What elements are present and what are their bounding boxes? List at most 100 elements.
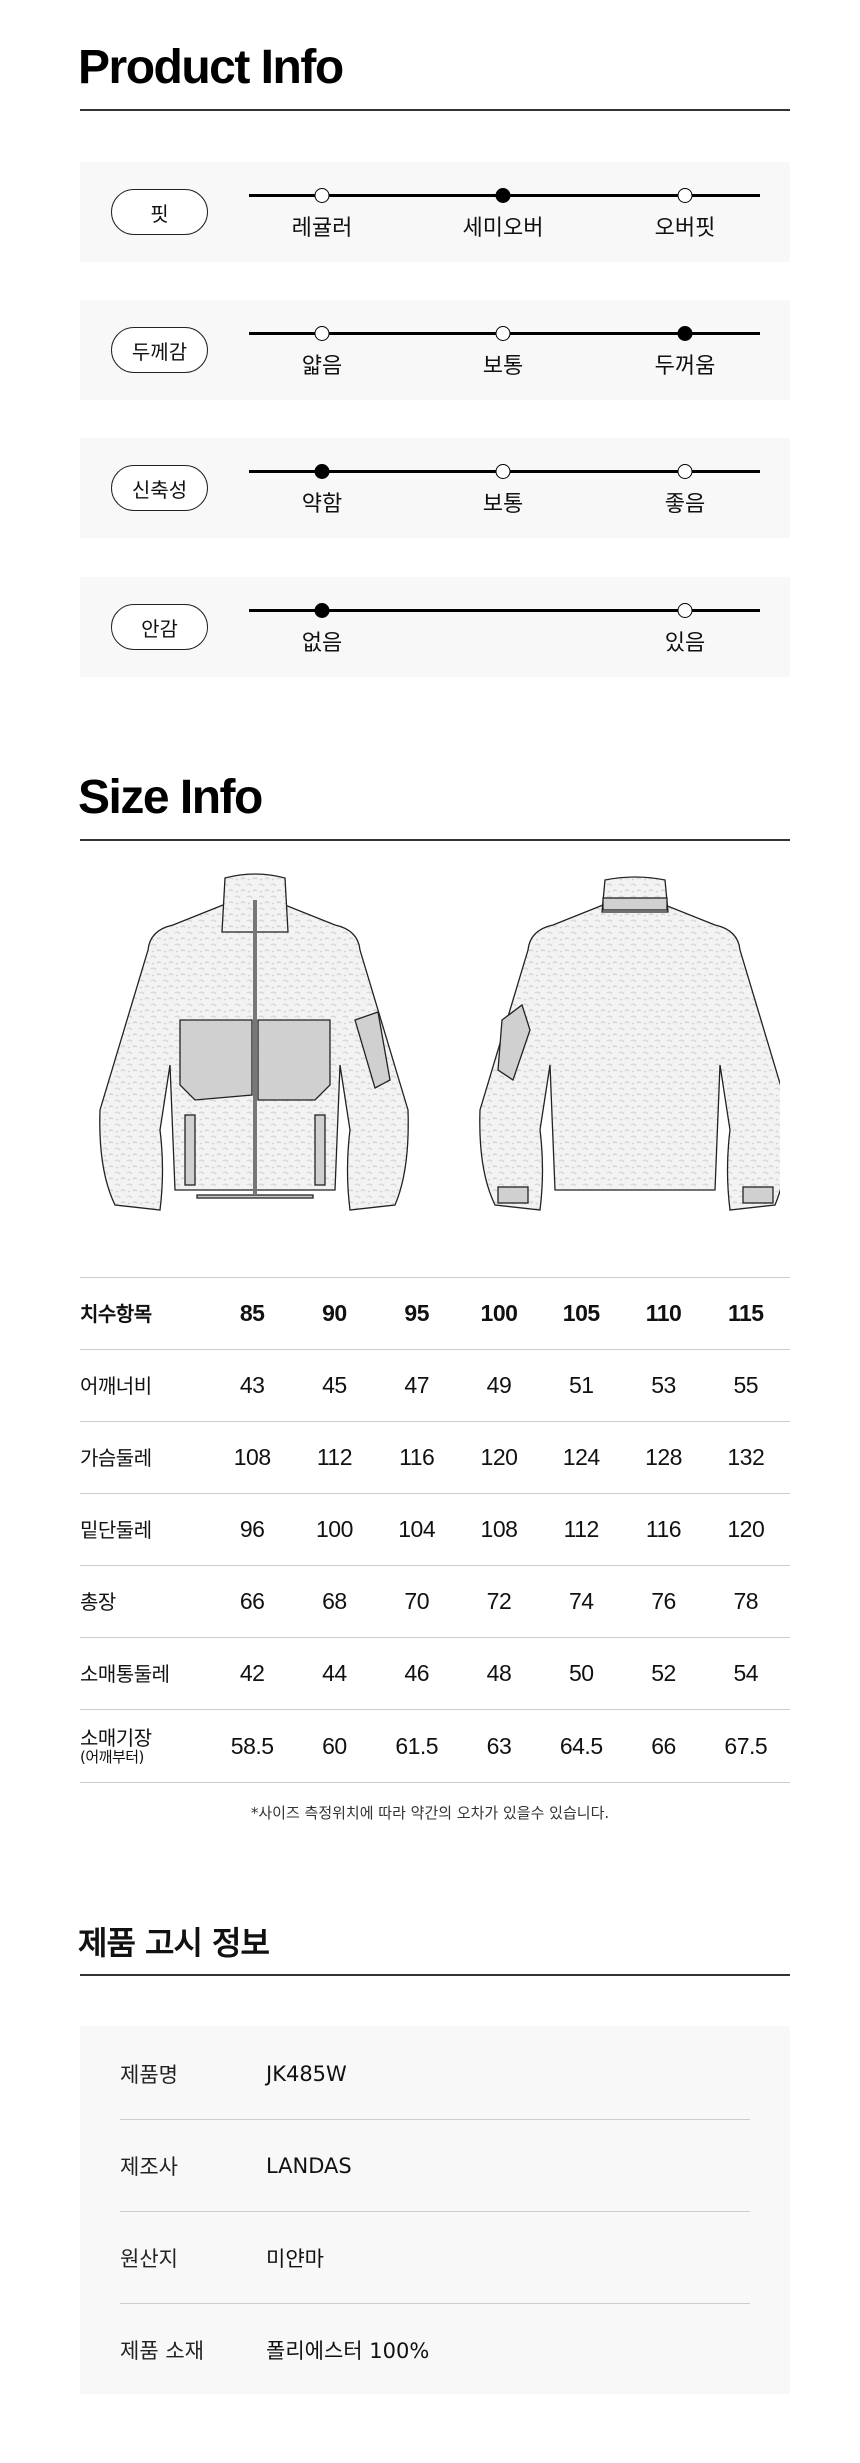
table-cell: 46 xyxy=(372,1637,461,1710)
table-cell: 128 xyxy=(625,1421,702,1494)
selected-dot-icon xyxy=(314,464,330,479)
selected-dot-icon xyxy=(314,603,330,618)
dot-icon xyxy=(314,326,330,341)
table-cell: 48 xyxy=(460,1637,538,1710)
table-cell: 47 xyxy=(372,1349,461,1422)
table-cell: 74 xyxy=(537,1565,626,1638)
table-cell: 72 xyxy=(460,1565,538,1638)
jacket-front xyxy=(99,873,409,1211)
table-cell: 112 xyxy=(537,1493,626,1566)
attribute-label: 두께감 xyxy=(111,327,208,373)
table-cell: 96 xyxy=(208,1493,297,1566)
table-cell: 55 xyxy=(701,1349,790,1422)
notice-key: 제품 소재 xyxy=(120,2339,204,2363)
row-label: 어깨너비 xyxy=(80,1349,208,1422)
table-cell: 68 xyxy=(296,1565,373,1638)
row-label: 소매기장 (어깨부터) xyxy=(80,1709,208,1783)
table-cell: 104 xyxy=(372,1493,461,1566)
table-cell: 50 xyxy=(537,1637,626,1710)
attribute-row: 핏 레귤러 세미오버 오버핏 xyxy=(80,162,790,262)
row-label: 가슴둘레 xyxy=(80,1421,208,1494)
table-cell: 63 xyxy=(460,1709,538,1783)
table-cell: 70 xyxy=(372,1565,461,1638)
scale-option: 보통 xyxy=(482,354,524,379)
scale-option: 레귤러 xyxy=(291,216,353,241)
table-cell: 51 xyxy=(537,1349,626,1422)
notice-value: LANDAS xyxy=(266,2153,352,2178)
row-label-text: 총장 xyxy=(80,1589,116,1614)
notice-title: 제품 고시 정보 xyxy=(78,1924,270,1962)
attribute-label: 핏 xyxy=(111,189,208,235)
notice-value: 미얀마 xyxy=(266,2246,324,2271)
table-header-row: 치수항목 85 90 95 100 105 110 115 xyxy=(80,1277,790,1350)
table-cell: 76 xyxy=(625,1565,702,1638)
scale-option: 약함 xyxy=(301,492,343,517)
row-label-text: 밑단둘레 xyxy=(80,1517,152,1542)
table-cell: 43 xyxy=(208,1349,297,1422)
table-cell: 61.5 xyxy=(372,1709,461,1783)
table-cell: 116 xyxy=(372,1421,461,1494)
table-cell: 64.5 xyxy=(537,1709,626,1783)
dot-icon xyxy=(677,464,693,479)
table-row: 가슴둘레 108 112 116 120 124 128 132 xyxy=(80,1421,790,1494)
table-cell: 67.5 xyxy=(701,1709,790,1783)
notice-value: 폴리에스터 100% xyxy=(266,2339,430,2363)
jacket-illustration xyxy=(99,873,780,1211)
scale-option: 있음 xyxy=(664,631,706,656)
table-row: 소매기장 (어깨부터) 58.5 60 61.5 63 64.5 66 67.5 xyxy=(80,1709,790,1783)
notice-row: 제품명 JK485W xyxy=(120,2028,750,2120)
row-label: 밑단둘레 xyxy=(80,1493,208,1566)
table-cell: 49 xyxy=(460,1349,538,1422)
table-cell: 42 xyxy=(208,1637,297,1710)
size-note: *사이즈 측정위치에 따라 약간의 오차가 있을수 있습니다. xyxy=(250,1804,610,1822)
table-cell: 108 xyxy=(460,1493,538,1566)
attribute-row: 두께감 얇음 보통 두꺼움 xyxy=(80,300,790,400)
table-cell: 108 xyxy=(208,1421,297,1494)
row-sublabel: (어깨부터) xyxy=(80,1747,144,1766)
notice-key: 원산지 xyxy=(120,2246,178,2271)
notice-key: 제조사 xyxy=(120,2154,178,2179)
attribute-row: 신축성 약함 보통 좋음 xyxy=(80,438,790,538)
scale-option: 없음 xyxy=(301,631,343,656)
table-cell: 53 xyxy=(625,1349,702,1422)
table-cell: 116 xyxy=(625,1493,702,1566)
table-cell: 45 xyxy=(296,1349,373,1422)
scale-track xyxy=(249,609,760,612)
table-row: 밑단둘레 96 100 104 108 112 116 120 xyxy=(80,1493,790,1566)
row-label-text: 가슴둘레 xyxy=(80,1445,152,1470)
row-label-text: 어깨너비 xyxy=(80,1373,152,1398)
table-cell: 100 xyxy=(296,1493,373,1566)
scale-option: 얇음 xyxy=(301,354,343,379)
table-cell: 124 xyxy=(537,1421,626,1494)
table-cell: 66 xyxy=(208,1565,297,1638)
divider xyxy=(80,839,790,841)
notice-key: 제품명 xyxy=(120,2062,178,2087)
table-cell: 66 xyxy=(625,1709,702,1783)
dot-icon xyxy=(677,188,693,203)
notice-value: JK485W xyxy=(266,2061,347,2086)
size-header: 100 xyxy=(460,1277,538,1350)
table-row: 총장 66 68 70 72 74 76 78 xyxy=(80,1565,790,1638)
table-cell: 120 xyxy=(460,1421,538,1494)
product-info-title: Product Info xyxy=(78,41,344,94)
table-cell: 52 xyxy=(625,1637,702,1710)
table-cell: 132 xyxy=(701,1421,790,1494)
notice-row: 원산지 미얀마 xyxy=(120,2212,750,2304)
table-cell: 120 xyxy=(701,1493,790,1566)
notice-row: 제품 소재 폴리에스터 100% xyxy=(120,2304,750,2396)
divider xyxy=(80,109,790,111)
size-header: 90 xyxy=(296,1277,373,1350)
dot-icon xyxy=(495,464,511,479)
selected-dot-icon xyxy=(495,188,511,203)
attribute-label: 안감 xyxy=(111,604,208,650)
header-label: 치수항목 xyxy=(80,1277,208,1350)
size-header: 95 xyxy=(372,1277,461,1350)
table-cell: 58.5 xyxy=(208,1709,297,1783)
row-label: 총장 xyxy=(80,1565,208,1638)
row-label-text: 소매기장 xyxy=(80,1725,152,1750)
table-cell: 60 xyxy=(296,1709,373,1783)
attribute-label: 신축성 xyxy=(111,465,208,511)
dot-icon xyxy=(677,603,693,618)
